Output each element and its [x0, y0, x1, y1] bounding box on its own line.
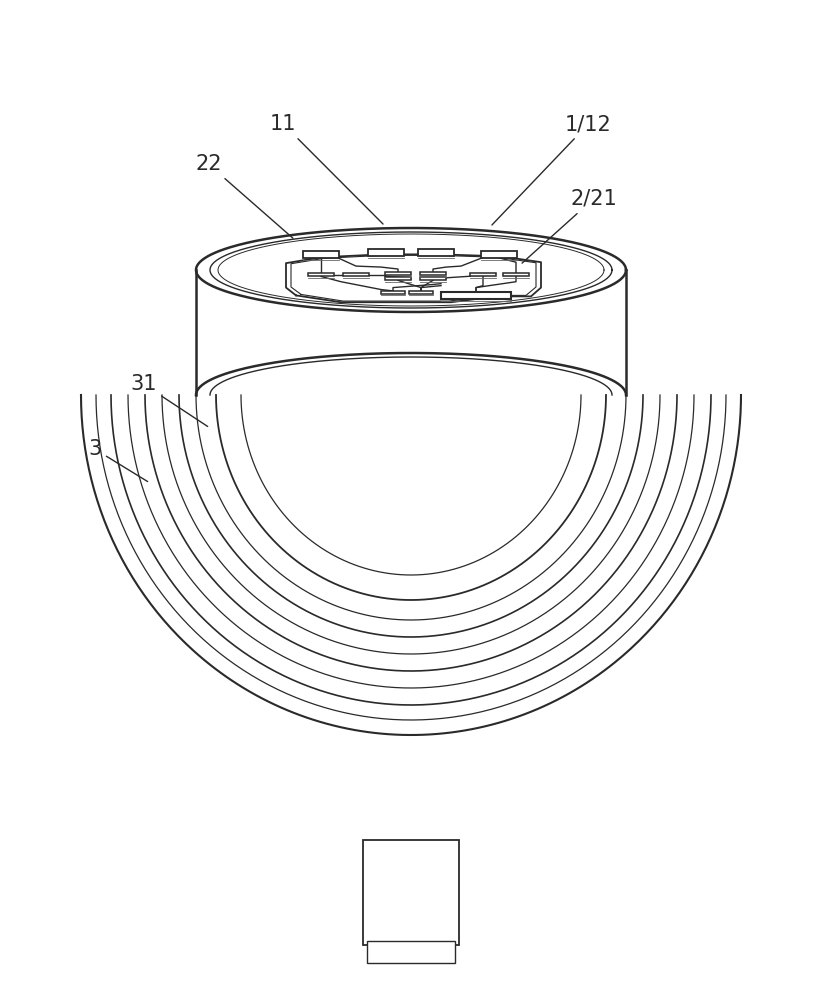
Polygon shape	[409, 291, 433, 294]
Text: 2/21: 2/21	[522, 189, 616, 263]
Polygon shape	[420, 277, 446, 280]
Polygon shape	[470, 273, 496, 276]
Polygon shape	[418, 249, 454, 256]
Polygon shape	[308, 273, 334, 276]
Polygon shape	[503, 273, 529, 276]
Text: 3: 3	[88, 439, 148, 482]
Polygon shape	[368, 249, 404, 256]
Text: 31: 31	[130, 374, 208, 426]
Text: 11: 11	[270, 114, 383, 224]
Polygon shape	[420, 272, 446, 275]
Polygon shape	[381, 291, 405, 294]
Text: 1/12: 1/12	[492, 114, 612, 225]
Bar	[363, 840, 459, 945]
Polygon shape	[481, 251, 517, 258]
Bar	[367, 941, 455, 963]
Polygon shape	[441, 292, 511, 299]
Polygon shape	[343, 273, 369, 276]
Text: 22: 22	[195, 154, 293, 238]
Polygon shape	[385, 277, 411, 280]
Polygon shape	[385, 272, 411, 275]
Polygon shape	[303, 251, 339, 258]
